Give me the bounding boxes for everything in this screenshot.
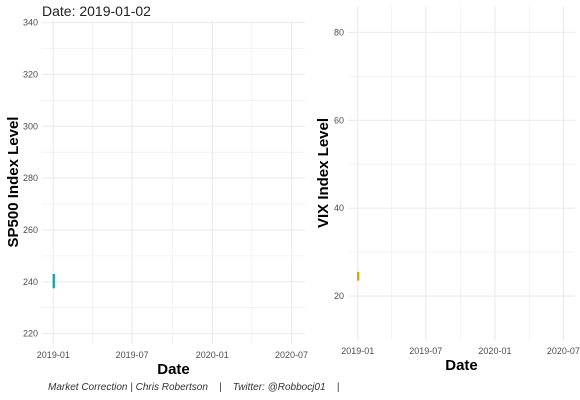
y-tick-label: 320 xyxy=(23,69,38,79)
x-tick-label: 2020-07 xyxy=(547,346,580,356)
y-tick-label: 280 xyxy=(23,173,38,183)
y-tick-label: 40 xyxy=(334,203,344,213)
x-tick-label: 2019-01 xyxy=(37,350,70,360)
y-tick-label: 80 xyxy=(334,27,344,37)
x-tick-label: 2019-01 xyxy=(341,346,374,356)
x-tick-label: 2020-07 xyxy=(275,350,308,360)
caption-separator: | xyxy=(130,382,133,393)
x-axis-title: Date xyxy=(157,361,190,378)
y-axis-title: VIX Index Level xyxy=(315,118,332,228)
y-axis-title: SP500 Index Level xyxy=(5,117,22,248)
date-value: 2019-01-02 xyxy=(79,3,151,19)
y-tick-label: 300 xyxy=(23,121,38,131)
y-tick-label: 60 xyxy=(334,115,344,125)
y-tick-label: 220 xyxy=(23,329,38,339)
caption-separator: | xyxy=(336,382,340,393)
x-tick-label: 2019-07 xyxy=(116,350,149,360)
x-axis-title: Date xyxy=(445,357,478,374)
x-tick-label: 2020-01 xyxy=(196,350,229,360)
y-tick-label: 340 xyxy=(23,18,38,28)
y-tick-label: 260 xyxy=(23,225,38,235)
date-prefix: Date: xyxy=(42,3,76,19)
caption-separator: | xyxy=(219,382,222,393)
x-tick-label: 2019-07 xyxy=(409,346,442,356)
vix-panel: 2019-01 2019-07 2020-01 2020-07 20 40 60 80 Date… xyxy=(315,6,580,374)
caption-twitter-label: Twitter: xyxy=(232,382,265,393)
x-tick-label: 2020-01 xyxy=(478,346,511,356)
sp500-panel: 2019-01 2019-07 2020-01 2020-07 220 240 260 280… xyxy=(5,18,308,378)
date-label: Date: 2019-01-02 xyxy=(42,3,151,19)
y-tick-label: 240 xyxy=(23,277,38,287)
caption-author: Chris Robertson xyxy=(135,382,208,393)
caption: Market Correction | Chris Robertson | Tw… xyxy=(48,382,339,393)
caption-handle: @Robbocj01 xyxy=(267,382,326,393)
caption-project: Market Correction xyxy=(48,382,128,393)
y-tick-label: 20 xyxy=(334,291,344,301)
